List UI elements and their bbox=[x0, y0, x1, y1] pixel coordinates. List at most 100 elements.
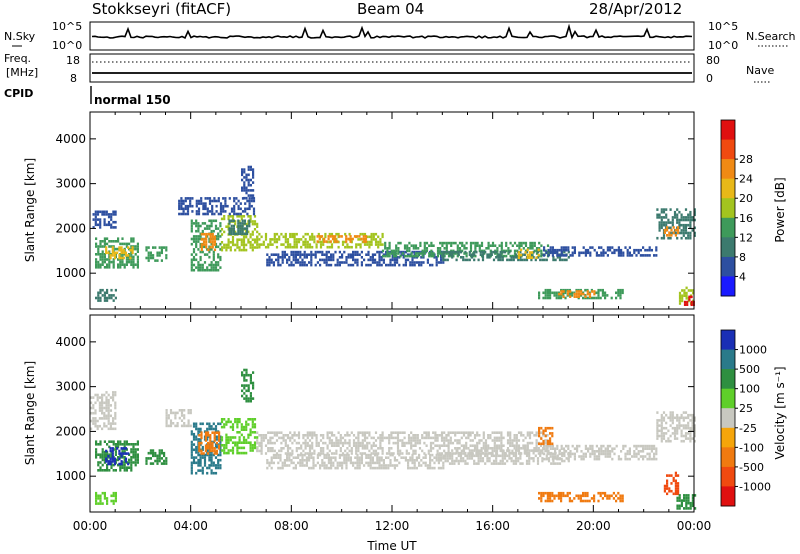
velocity-echo-cell bbox=[308, 459, 311, 462]
velocity-echo-cell bbox=[187, 419, 190, 422]
power-echo-cell bbox=[136, 266, 139, 269]
power-echo-cell bbox=[182, 212, 185, 216]
velocity-echo-cell bbox=[493, 449, 496, 453]
velocity-echo-cell bbox=[160, 451, 163, 455]
velocity-echo-cell bbox=[212, 471, 215, 475]
velocity-echo-cell bbox=[405, 452, 408, 455]
power-echo-cell bbox=[528, 253, 531, 257]
velocity-echo-cell bbox=[500, 447, 503, 450]
power-echo-cell bbox=[463, 244, 466, 247]
velocity-echo-cell bbox=[556, 457, 559, 461]
velocity-echo-cell bbox=[321, 461, 324, 465]
velocity-echo-cell bbox=[111, 447, 114, 450]
power-echo-cell bbox=[293, 245, 296, 249]
velocity-echo-cell bbox=[550, 462, 553, 465]
velocity-echo-cell bbox=[301, 456, 304, 459]
power-echo-cell bbox=[208, 263, 211, 267]
velocity-echo-cell bbox=[407, 441, 411, 445]
velocity-echo-cell bbox=[528, 462, 531, 465]
power-echo-cell bbox=[103, 291, 106, 295]
velocity-echo-cell bbox=[95, 448, 98, 451]
velocity-echo-cell bbox=[676, 416, 679, 420]
velocity-echo-cell bbox=[107, 419, 110, 423]
power-echo-cell bbox=[200, 243, 203, 246]
velocity-echo-cell bbox=[289, 436, 292, 440]
velocity-echo-cell bbox=[377, 452, 380, 455]
power-echo-cell bbox=[249, 178, 252, 182]
power-echo-cell bbox=[391, 256, 394, 259]
power-echo-cell bbox=[497, 256, 500, 259]
velocity-echo-cell bbox=[247, 397, 250, 400]
power-echo-cell bbox=[524, 241, 528, 245]
velocity-echo-cell bbox=[207, 441, 210, 445]
velocity-echo-cell bbox=[544, 429, 547, 433]
power-echo-cell bbox=[584, 295, 587, 298]
velocity-echo-cell bbox=[113, 462, 117, 466]
power-echo-cell bbox=[303, 256, 306, 259]
power-echo-cell bbox=[589, 251, 592, 255]
power-echo-cell bbox=[606, 246, 609, 249]
velocity-echo-cell bbox=[540, 497, 543, 500]
velocity-echo-cell bbox=[469, 431, 472, 434]
power-echo-cell bbox=[687, 289, 690, 292]
velocity-echo-cell bbox=[462, 457, 465, 460]
power-echo-cell bbox=[252, 196, 255, 200]
power-echo-cell bbox=[240, 238, 243, 241]
power-echo-cell bbox=[293, 243, 296, 246]
power-echo-cell bbox=[105, 213, 108, 216]
power-echo-cell bbox=[94, 213, 97, 216]
power-echo-cell bbox=[217, 197, 220, 200]
power-echo-cell bbox=[158, 254, 161, 257]
velocity-echo-cell bbox=[536, 449, 540, 452]
power-echo-cell bbox=[284, 232, 287, 236]
power-echo-cell bbox=[397, 252, 400, 255]
velocity-echo-cell bbox=[399, 439, 402, 442]
velocity-echo-cell bbox=[665, 421, 668, 425]
power-echo-cell bbox=[248, 222, 251, 225]
velocity-echo-cell bbox=[684, 416, 688, 420]
velocity-echo-cell bbox=[92, 417, 95, 420]
velocity-echo-cell bbox=[396, 444, 400, 447]
power-echo-cell bbox=[212, 268, 215, 272]
power-echo-cell bbox=[354, 250, 357, 254]
power-echo-cell bbox=[516, 244, 519, 247]
power-echo-cell bbox=[197, 212, 201, 216]
velocity-echo-cell bbox=[617, 497, 620, 500]
velocity-echo-cell bbox=[484, 449, 487, 452]
power-echo-cell bbox=[105, 246, 108, 249]
velocity-echo-cell bbox=[376, 453, 379, 457]
velocity-echo-cell bbox=[434, 439, 437, 442]
power-echo-cell bbox=[622, 254, 625, 257]
power-echo-cell bbox=[190, 258, 193, 262]
velocity-echo-cell bbox=[94, 417, 97, 420]
velocity-echo-cell bbox=[611, 450, 614, 453]
velocity-echo-cell bbox=[98, 396, 101, 399]
power-echo-cell bbox=[597, 288, 600, 292]
power-echo-cell bbox=[347, 237, 350, 241]
power-echo-cell bbox=[472, 241, 475, 245]
power-echo-cell bbox=[409, 263, 412, 267]
velocity-echo-cell bbox=[99, 466, 102, 469]
power-echo-cell bbox=[271, 243, 274, 246]
power-echo-cell bbox=[219, 224, 222, 228]
power-echo-cell bbox=[691, 216, 694, 219]
velocity-echo-cell bbox=[662, 426, 666, 430]
velocity-echo-cell bbox=[190, 451, 193, 454]
velocity-echo-cell bbox=[372, 449, 375, 453]
velocity-echo-cell bbox=[128, 461, 131, 464]
power-echo-cell bbox=[687, 231, 690, 235]
power-echo-cell bbox=[370, 240, 373, 244]
velocity-echo-cell bbox=[515, 436, 518, 440]
velocity-echo-cell bbox=[213, 452, 216, 455]
power-echo-cell bbox=[231, 238, 235, 241]
velocity-echo-cell bbox=[253, 446, 257, 450]
velocity-echo-cell bbox=[567, 452, 570, 456]
power-echo-cell bbox=[230, 210, 234, 213]
velocity-echo-cell bbox=[423, 436, 426, 440]
power-echo-cell bbox=[303, 250, 306, 254]
power-echo-cell bbox=[601, 291, 604, 295]
power-echo-cell bbox=[587, 251, 590, 255]
velocity-echo-cell bbox=[546, 434, 549, 437]
velocity-echo-cell bbox=[604, 494, 607, 498]
power-echo-cell bbox=[469, 241, 473, 245]
